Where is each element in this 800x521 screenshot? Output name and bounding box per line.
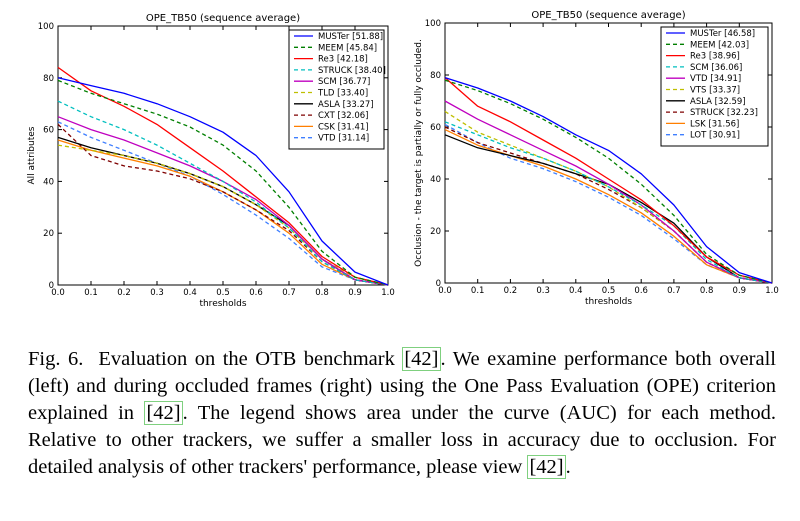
x-tick-label: 0.9 <box>733 286 747 296</box>
y-tick-label: 40 <box>43 177 54 187</box>
chart-occlusion: OPE_TB50 (sequence average) 0.0 0.1 0.2 0.3 0… <box>414 10 779 307</box>
x-tick-label: 0.8 <box>315 288 329 298</box>
x-tick-label: 0.1 <box>471 286 485 296</box>
legend-label: VTS [33.37] <box>690 86 740 96</box>
y-axis-label: Occlusion - the target is partially or f… <box>414 39 424 267</box>
legend-label: MEEM [42.03] <box>690 40 749 50</box>
x-tick-label: 0.4 <box>569 286 583 296</box>
series-line <box>57 136 389 286</box>
x-tick-label: 0.1 <box>84 288 98 298</box>
legend-label: STRUCK [32.23] <box>690 108 758 118</box>
figure-caption: Fig. 6. Evaluation on the OTB benchmark … <box>28 346 776 481</box>
legend-label: SCM [36.06] <box>690 63 742 73</box>
legend-label: VTD [34.91] <box>690 74 741 84</box>
y-tick-label: 80 <box>430 71 441 81</box>
x-tick-label: 0.9 <box>348 288 362 298</box>
x-tick-label: 0.5 <box>216 288 230 298</box>
citation-link[interactable]: [42] <box>527 455 566 479</box>
series-line <box>444 76 773 284</box>
y-tick-label: 40 <box>430 175 441 185</box>
x-tick-label: 0.2 <box>117 288 131 298</box>
series-line <box>444 134 773 284</box>
x-tick-label: 0.3 <box>536 286 550 296</box>
x-tick-label: 0.6 <box>249 288 263 298</box>
series-line <box>57 121 389 286</box>
series-line <box>57 66 389 286</box>
x-tick-label: 0.7 <box>667 286 681 296</box>
series-line <box>57 77 389 286</box>
x-tick-label: 0.2 <box>504 286 518 296</box>
y-tick-label: 100 <box>425 19 441 29</box>
series-line <box>444 100 773 284</box>
series-line <box>57 100 389 286</box>
chart-overall: OPE_TB50 (sequence average) 0.0 0.1 0.2 0.3 0… <box>27 13 395 309</box>
legend-label: MEEM [45.84] <box>318 43 377 53</box>
citation-link[interactable]: [42] <box>402 347 441 371</box>
x-tick-label: 0.7 <box>282 288 296 298</box>
y-tick-label: 80 <box>43 74 54 84</box>
chart-title: OPE_TB50 (sequence average) <box>531 10 685 21</box>
legend-label: CSK [31.41] <box>318 122 369 132</box>
y-tick-label: 60 <box>43 126 54 136</box>
caption-text-2: . We examine performance both overall (l… <box>28 348 776 424</box>
legend-label: MUSTer [51.88] <box>318 32 383 42</box>
citation-link[interactable]: [42] <box>144 401 183 425</box>
x-tick-label: 0.4 <box>183 288 197 298</box>
legend-label: LOT [30.91] <box>690 131 740 141</box>
legend-label: ASLA [33.27] <box>318 100 374 110</box>
caption-label: Fig. 6. <box>28 348 84 370</box>
legend-label: Re3 [38.96] <box>690 52 740 62</box>
y-tick-label: 0 <box>49 281 54 291</box>
x-tick-label: 1.0 <box>381 288 395 298</box>
y-axis-label: All attributes <box>27 126 37 184</box>
series-line <box>57 144 389 286</box>
x-tick-label: 1.0 <box>765 286 779 296</box>
legend-box <box>660 26 769 147</box>
legend-label: STRUCK [38.40] <box>318 66 386 76</box>
legend-label: VTD [31.14] <box>318 134 369 144</box>
legend-label: MUSTer [46.58] <box>690 29 755 39</box>
y-tick-label: 60 <box>430 123 441 133</box>
legend-label: ASLA [32.59] <box>690 97 746 107</box>
caption-text-4: . <box>565 456 571 478</box>
legend-label: TLD [33.40] <box>317 89 368 99</box>
legend-label: CXT [32.06] <box>318 111 368 121</box>
legend-label: Re3 [42.18] <box>318 55 368 65</box>
legend-label: SCM [36.77] <box>318 77 370 87</box>
series-line <box>444 121 773 284</box>
series-line <box>444 77 773 284</box>
x-tick-label: 0.8 <box>700 286 714 296</box>
figure: OPE_TB50 (sequence average) 0.0 0.1 0.2 0.3 0… <box>27 10 779 309</box>
y-tick-label: 20 <box>43 229 54 239</box>
x-axis-label: thresholds <box>199 299 246 309</box>
y-tick-label: 20 <box>430 227 441 237</box>
caption-text-3: . The legend shows area under the curve … <box>28 402 776 478</box>
x-tick-label: 0.3 <box>150 288 164 298</box>
y-tick-label: 100 <box>38 22 54 32</box>
y-tick-label: 0 <box>436 279 441 289</box>
chart-title: OPE_TB50 (sequence average) <box>146 13 300 24</box>
caption-text-1: Evaluation on the OTB benchmark <box>98 348 403 370</box>
legend-label: LSK [31.56] <box>690 119 739 129</box>
legend-box <box>288 29 385 150</box>
x-tick-label: 0.0 <box>51 288 65 298</box>
series-line <box>57 139 389 286</box>
x-tick-label: 0.6 <box>634 286 648 296</box>
x-axis-label: thresholds <box>585 297 632 307</box>
series-line <box>444 79 773 284</box>
series-line <box>444 129 773 284</box>
x-tick-label: 0.5 <box>602 286 616 296</box>
x-tick-label: 0.0 <box>438 286 452 296</box>
series-line <box>57 79 389 286</box>
